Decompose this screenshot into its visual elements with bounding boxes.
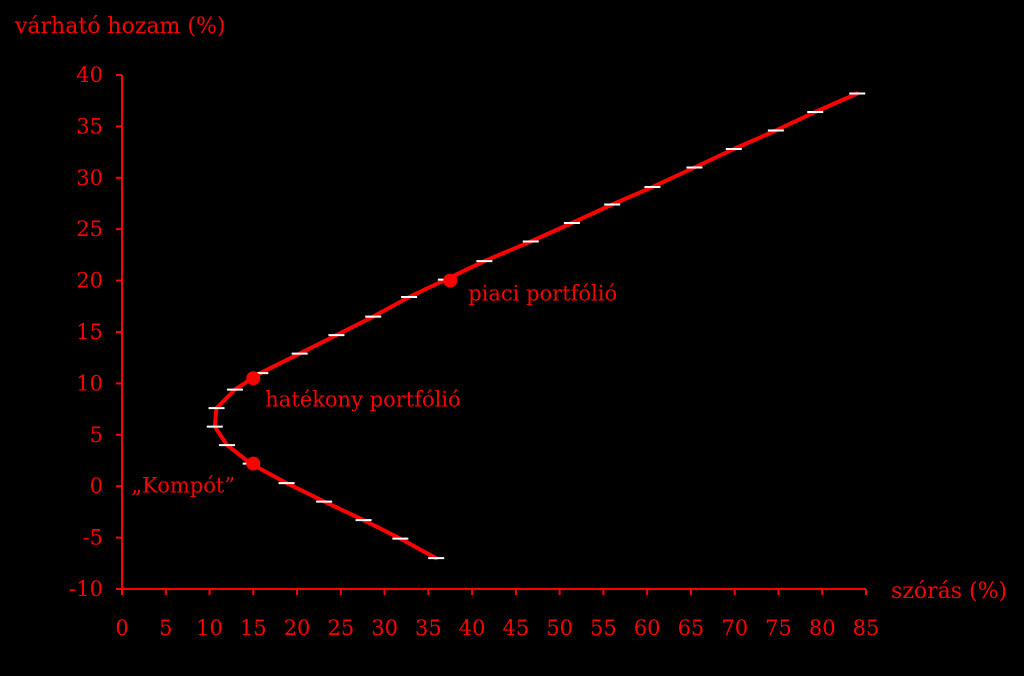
- x-tick-label: 45: [503, 616, 530, 640]
- x-tick-label: 60: [634, 616, 661, 640]
- y-tick-label: 40: [76, 63, 103, 87]
- highlight-point: [246, 456, 261, 471]
- x-tick-label: 70: [721, 616, 748, 640]
- y-tick-label: 25: [76, 217, 103, 241]
- x-tick-label: 20: [284, 616, 311, 640]
- x-tick-label: 15: [240, 616, 267, 640]
- x-tick-label: 80: [809, 616, 836, 640]
- x-tick-label: 85: [853, 616, 880, 640]
- y-tick-label: 15: [76, 320, 103, 344]
- axes: [116, 74, 867, 595]
- x-tick-label: 35: [415, 616, 442, 640]
- y-tick-label: -5: [83, 526, 103, 550]
- y-tick-label: 0: [90, 474, 103, 498]
- y-tick-label: 35: [76, 114, 103, 138]
- y-tick-label: 5: [90, 423, 103, 447]
- series-layer: [206, 91, 866, 561]
- highlight-label: hatékony portfólió: [265, 387, 460, 411]
- tick-labels: -10 -5 0 5 10 15 20 25 30 35 40 0 5 10 15 20 25 30 35 40 45 5…: [69, 63, 879, 640]
- x-tick-label: 5: [159, 616, 172, 640]
- y-tick-label: 30: [76, 166, 103, 190]
- highlight-label: „Kompót”: [131, 474, 235, 498]
- highlight-point: [246, 371, 261, 386]
- y-tick-label: -10: [69, 577, 103, 601]
- highlight-point: [443, 273, 458, 288]
- x-tick-label: 65: [678, 616, 705, 640]
- x-tick-label: 30: [371, 616, 398, 640]
- y-tick-label: 10: [76, 371, 103, 395]
- x-tick-label: 50: [546, 616, 573, 640]
- x-tick-label: 55: [590, 616, 617, 640]
- x-tick-label: 25: [327, 616, 354, 640]
- y-tick-label: 20: [76, 269, 103, 293]
- x-tick-label: 75: [765, 616, 792, 640]
- series-line: [212, 91, 860, 561]
- y-axis-title: várható hozam (%): [14, 14, 225, 39]
- x-tick-label: 0: [115, 616, 128, 640]
- highlight-label: piaci portfólió: [468, 282, 617, 306]
- highlight-layer: „Kompót” hatékony portfólió piaci portfóli…: [131, 273, 617, 498]
- x-tick-label: 10: [196, 616, 223, 640]
- x-tick-label: 40: [459, 616, 486, 640]
- x-axis-title: szórás (%): [891, 579, 1007, 604]
